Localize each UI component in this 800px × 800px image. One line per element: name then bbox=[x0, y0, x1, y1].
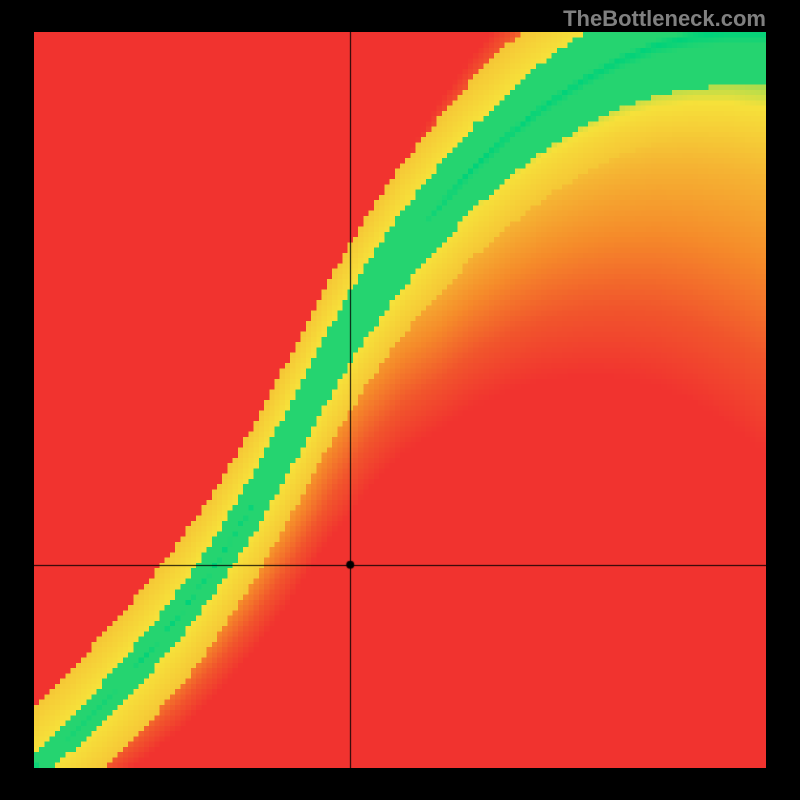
watermark-text: TheBottleneck.com bbox=[563, 6, 766, 32]
plot-area bbox=[34, 32, 766, 768]
chart-container: TheBottleneck.com bbox=[0, 0, 800, 800]
crosshair-overlay bbox=[34, 32, 766, 768]
